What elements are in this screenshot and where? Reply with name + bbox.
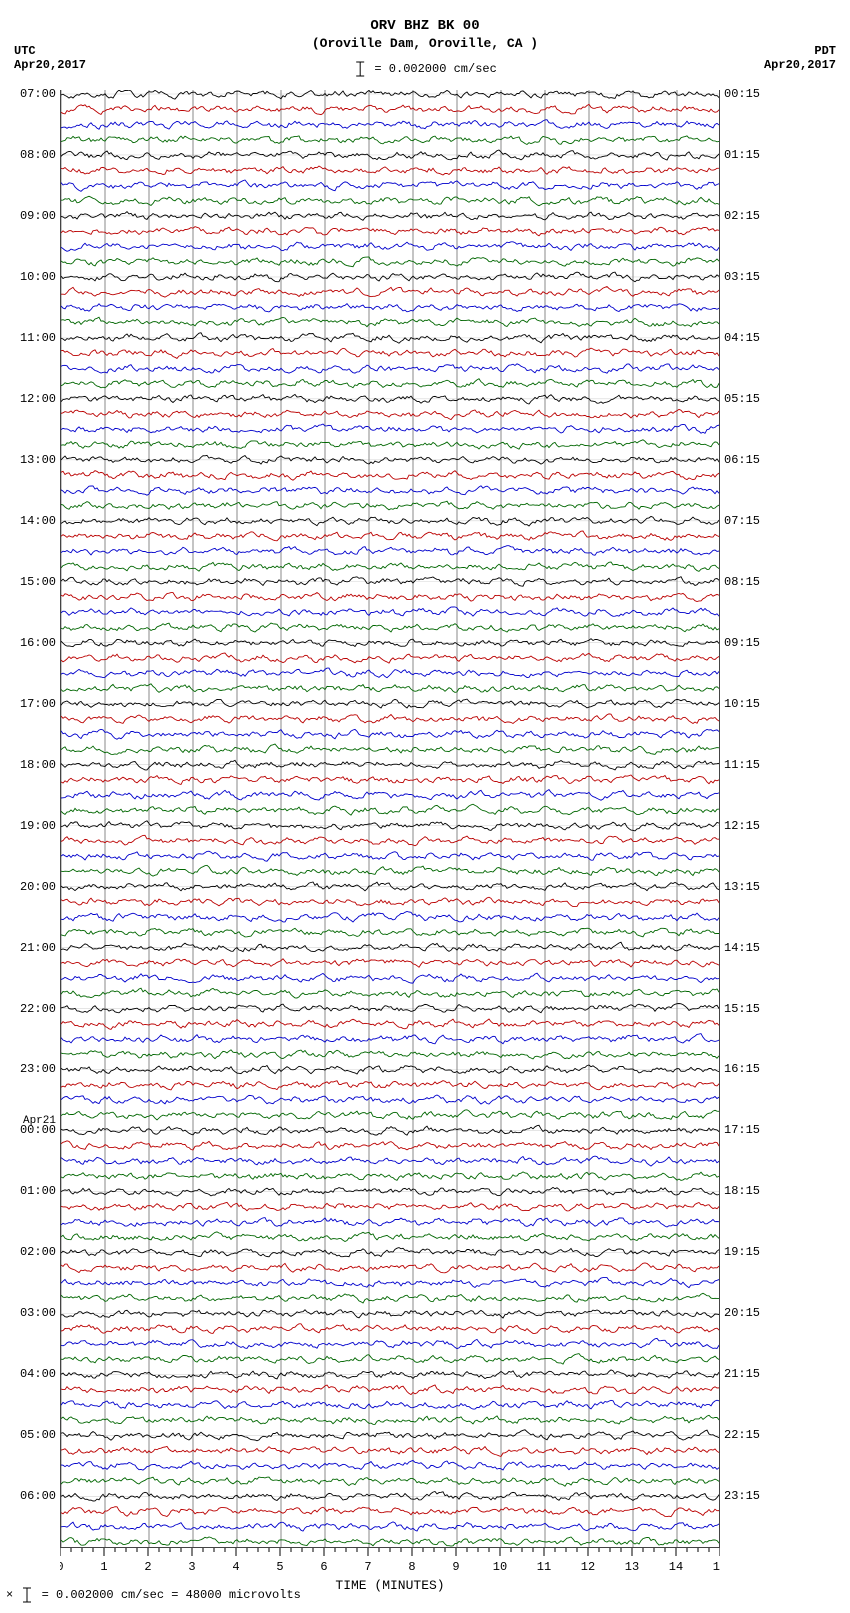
y-right-label: 01:15	[724, 149, 760, 161]
footer-prefix: ×	[6, 1588, 13, 1602]
y-left-label: 22:00	[20, 1003, 56, 1015]
scale-bar-icon	[353, 60, 367, 78]
y-right-label: 07:15	[724, 515, 760, 527]
y-left-label: 00:00	[20, 1124, 56, 1136]
y-left-label: 21:00	[20, 942, 56, 954]
y-left-label: 08:00	[20, 149, 56, 161]
svg-text:5: 5	[276, 1560, 283, 1574]
chart-title: ORV BHZ BK 00 (Oroville Dam, Oroville, C…	[0, 18, 850, 52]
scale-indicator: = 0.002000 cm/sec	[353, 60, 497, 78]
y-axis-right: 00:15 01:15 02:15 03:15 04:15 05:15 06:15 07:15…	[722, 90, 842, 1550]
plot-svg	[60, 90, 720, 1548]
svg-text:0: 0	[60, 1560, 64, 1574]
y-right-label: 06:15	[724, 454, 760, 466]
title-line-1: ORV BHZ BK 00	[0, 18, 850, 36]
seismogram-plot	[60, 90, 720, 1548]
y-left-label: 13:00	[20, 454, 56, 466]
timezone-left: UTC Apr20,2017	[14, 44, 86, 73]
y-left-label: 17:00	[20, 698, 56, 710]
svg-text:13: 13	[625, 1560, 639, 1574]
tz-left-date: Apr20,2017	[14, 58, 86, 72]
y-right-label: 17:15	[724, 1124, 760, 1136]
title-line-2: (Oroville Dam, Oroville, CA )	[0, 36, 850, 52]
y-left-label: 11:00	[20, 332, 56, 344]
y-left-label: 10:00	[20, 271, 56, 283]
x-axis-ticks: 0123456789101112131415	[60, 1548, 720, 1576]
tz-right-date: Apr20,2017	[764, 58, 836, 72]
svg-text:12: 12	[581, 1560, 595, 1574]
svg-text:1: 1	[100, 1560, 107, 1574]
tz-right-label: PDT	[764, 44, 836, 58]
y-right-label: 03:15	[724, 271, 760, 283]
y-left-label: 20:00	[20, 881, 56, 893]
y-right-label: 22:15	[724, 1429, 760, 1441]
y-left-label: 09:00	[20, 210, 56, 222]
y-right-label: 02:15	[724, 210, 760, 222]
y-left-label: 01:00	[20, 1185, 56, 1197]
svg-text:4: 4	[232, 1560, 239, 1574]
y-right-label: 23:15	[724, 1490, 760, 1502]
y-right-label: 09:15	[724, 637, 760, 649]
y-left-label: 19:00	[20, 820, 56, 832]
y-right-label: 10:15	[724, 698, 760, 710]
y-left-label: 02:00	[20, 1246, 56, 1258]
footer-scale: × = 0.002000 cm/sec = 48000 microvolts	[6, 1587, 301, 1603]
y-right-label: 11:15	[724, 759, 760, 771]
y-right-label: 13:15	[724, 881, 760, 893]
svg-text:14: 14	[669, 1560, 683, 1574]
svg-text:7: 7	[364, 1560, 371, 1574]
y-right-label: 04:15	[724, 332, 760, 344]
y-left-label: 03:00	[20, 1307, 56, 1319]
y-axis-left: 07:00 08:00 09:00 10:00 11:00 12:00 13:00 14:00…	[0, 90, 58, 1550]
y-right-label: 16:15	[724, 1063, 760, 1075]
y-left-label: 14:00	[20, 515, 56, 527]
timezone-right: PDT Apr20,2017	[764, 44, 836, 73]
y-left-label: 05:00	[20, 1429, 56, 1441]
y-right-label: 21:15	[724, 1368, 760, 1380]
y-left-label: 07:00	[20, 88, 56, 100]
svg-text:6: 6	[320, 1560, 327, 1574]
svg-text:15: 15	[713, 1560, 720, 1574]
y-right-label: 20:15	[724, 1307, 760, 1319]
svg-text:3: 3	[188, 1560, 195, 1574]
y-right-label: 19:15	[724, 1246, 760, 1258]
y-right-label: 14:15	[724, 942, 760, 954]
y-left-label: 15:00	[20, 576, 56, 588]
footer-text: = 0.002000 cm/sec = 48000 microvolts	[42, 1588, 301, 1602]
svg-text:9: 9	[452, 1560, 459, 1574]
tz-left-label: UTC	[14, 44, 86, 58]
y-right-label: 18:15	[724, 1185, 760, 1197]
y-left-label: 23:00	[20, 1063, 56, 1075]
svg-text:8: 8	[408, 1560, 415, 1574]
scale-text: = 0.002000 cm/sec	[374, 62, 496, 76]
y-right-label: 08:15	[724, 576, 760, 588]
scale-bar-icon	[20, 1587, 34, 1603]
y-right-label: 00:15	[724, 88, 760, 100]
svg-text:2: 2	[144, 1560, 151, 1574]
y-left-label: 12:00	[20, 393, 56, 405]
y-left-label: 18:00	[20, 759, 56, 771]
y-left-label: 06:00	[20, 1490, 56, 1502]
y-right-label: 15:15	[724, 1003, 760, 1015]
y-left-label: 16:00	[20, 637, 56, 649]
y-left-label: 04:00	[20, 1368, 56, 1380]
svg-text:10: 10	[493, 1560, 507, 1574]
y-right-label: 12:15	[724, 820, 760, 832]
svg-text:11: 11	[537, 1560, 551, 1574]
y-right-label: 05:15	[724, 393, 760, 405]
